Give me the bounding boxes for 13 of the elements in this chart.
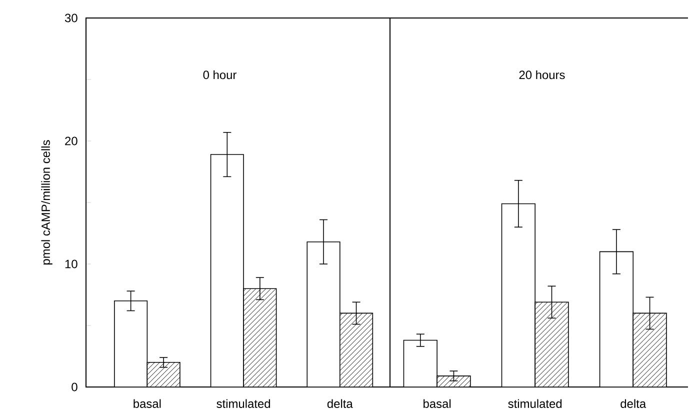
x-tick-label: stimulated [216, 399, 270, 408]
x-tick-label: basal [424, 399, 451, 408]
x-tick-label: stimulated [508, 399, 562, 408]
x-tick-label: basal [134, 399, 161, 408]
y-tick-label: 20 [65, 136, 78, 146]
y-tick-label: 30 [64, 14, 78, 22]
x-tick-label: delta [327, 399, 353, 408]
text: 0 hour [203, 70, 236, 80]
y-axis-title: pmol cAMP/million cells [41, 140, 52, 265]
x-tick-label: delta [620, 399, 646, 408]
text: 20 hours [519, 70, 565, 80]
y-tick-label: 10 [65, 260, 78, 268]
y-tick-label: 0 [72, 382, 78, 392]
